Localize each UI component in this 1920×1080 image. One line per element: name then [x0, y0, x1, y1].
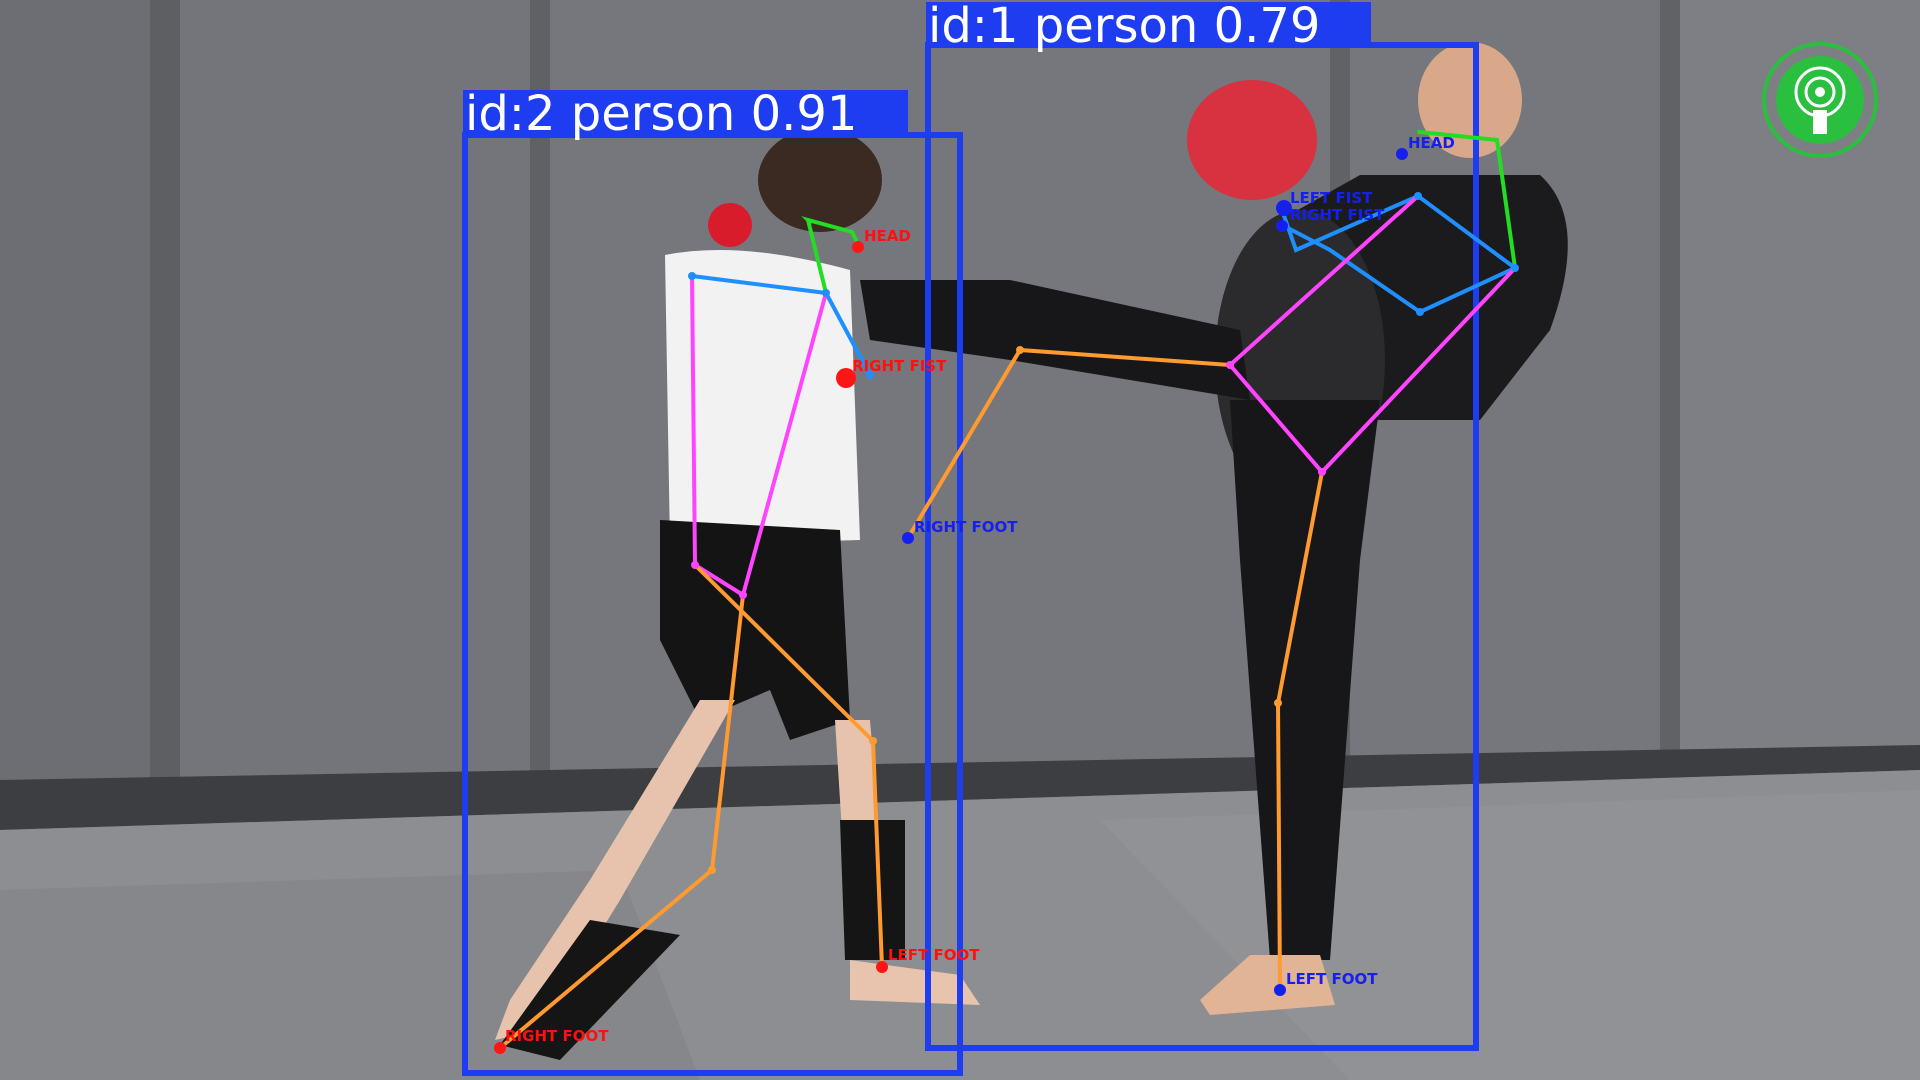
person-1-left-fist-point: [1276, 200, 1292, 216]
person-2-left-foot-point: [876, 961, 888, 973]
person-2-label-bg: [463, 90, 908, 138]
person-1-right-foot-point: [902, 532, 914, 544]
person-1-torso-lines: [1227, 194, 1517, 475]
person-2-id-label: id:2 person 0.91: [465, 86, 858, 142]
person-1-skeleton: [902, 130, 1519, 996]
person-2-right-fist-label: RIGHT FIST: [852, 357, 947, 375]
person-1-head-lines: [1417, 130, 1517, 270]
person-1-right-foot-label: RIGHT FOOT: [914, 518, 1018, 536]
person-1-label-bg: [926, 2, 1371, 48]
person-1-right-fist-point: [1276, 220, 1288, 232]
person-2-left-foot-label: LEFT FOOT: [888, 946, 980, 964]
person-1-head-label: HEAD: [1408, 134, 1455, 152]
person-2-torso-lines: [690, 274, 828, 599]
person-2-right-foot-point: [494, 1042, 506, 1054]
person-2-right-foot-label: RIGHT FOOT: [505, 1027, 609, 1045]
person-1-right-fist-label: RIGHT FIST: [1290, 206, 1385, 224]
person-1-left-foot-point: [1274, 984, 1286, 996]
person-1-left-fist-label: LEFT FIST: [1290, 189, 1373, 207]
person-2-figure: [495, 128, 980, 1060]
person-1-left-foot-label: LEFT FOOT: [1286, 970, 1378, 988]
person-2-skeleton: [494, 216, 888, 1054]
person-2-right-fist-point: [836, 368, 856, 388]
person-2-head-label: HEAD: [864, 227, 911, 245]
person-1-id-label: id:1 person 0.79: [928, 0, 1321, 54]
warrior-collective-logo: [1762, 42, 1878, 158]
person-2-head-point: [852, 241, 864, 253]
person-1-head-point: [1396, 148, 1408, 160]
